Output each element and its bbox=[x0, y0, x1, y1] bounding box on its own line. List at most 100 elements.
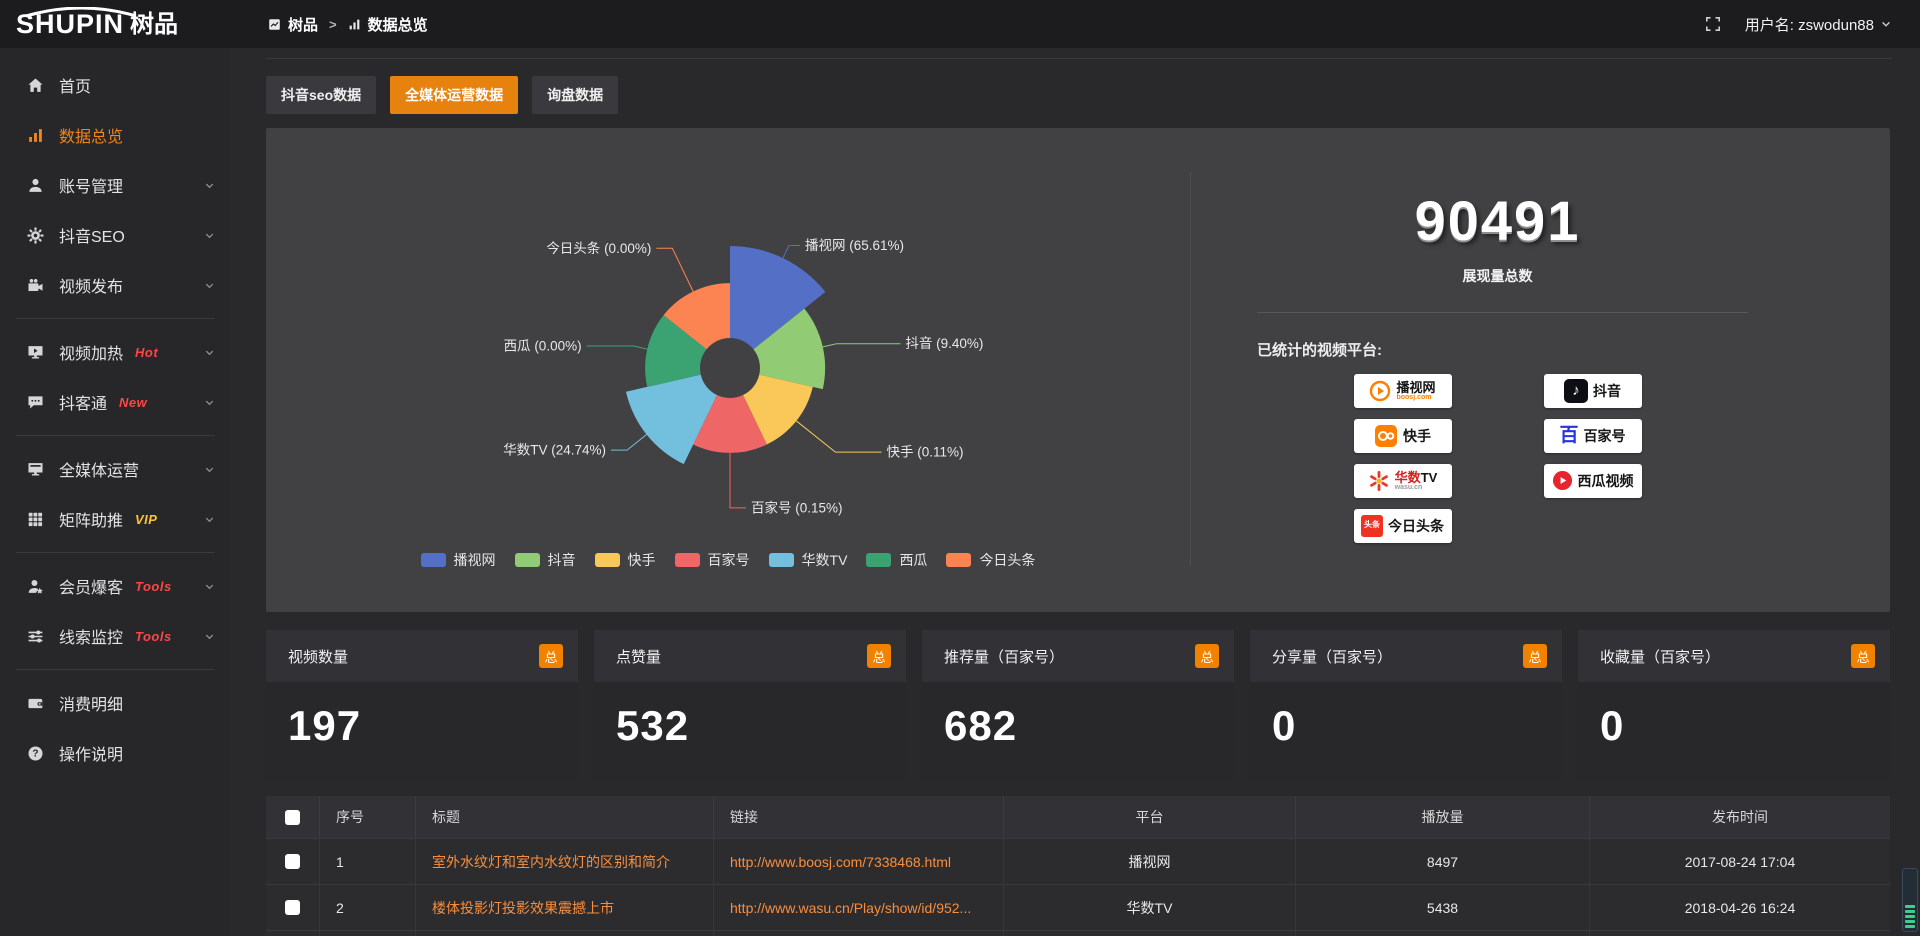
chevron-down-icon bbox=[203, 463, 216, 476]
legend-item-今日头条[interactable]: 今日头条 bbox=[946, 550, 1035, 570]
header-divider bbox=[266, 58, 1892, 59]
slice-label: 西瓜 (0.00%) bbox=[504, 338, 582, 353]
rose-slice-西瓜[interactable] bbox=[645, 315, 707, 387]
legend-item-百家号[interactable]: 百家号 bbox=[674, 550, 750, 570]
scroll-widget[interactable] bbox=[1902, 868, 1918, 932]
row-checkbox[interactable] bbox=[285, 900, 300, 915]
slice-label: 今日头条 (0.00%) bbox=[546, 240, 651, 256]
logo-text-cn: 树品 bbox=[130, 11, 179, 39]
tab-抖音seo数据[interactable]: 抖音seo数据 bbox=[266, 76, 377, 114]
legend-item-华数TV[interactable]: 华数TV bbox=[768, 550, 847, 570]
sidebar-item-全媒体运营[interactable]: 全媒体运营 bbox=[0, 444, 230, 494]
rose-slice-抖音[interactable] bbox=[753, 308, 826, 390]
sidebar-item-矩阵助推[interactable]: 矩阵助推 VIP bbox=[0, 494, 230, 544]
legend-item-抖音[interactable]: 抖音 bbox=[514, 550, 576, 570]
sidebar-item-操作说明[interactable]: ? 操作说明 bbox=[0, 728, 230, 778]
breadcrumb-item-1[interactable]: 树品 bbox=[268, 14, 318, 35]
sidebar-item-视频发布[interactable]: 视频发布 bbox=[0, 260, 230, 310]
sidebar-item-线索监控[interactable]: 线索监控 Tools bbox=[0, 611, 230, 661]
gear-icon bbox=[27, 226, 44, 244]
rose-slice-播视网[interactable] bbox=[730, 246, 826, 350]
total-badge[interactable]: 总 bbox=[1523, 644, 1547, 668]
summary-divider bbox=[1257, 311, 1748, 313]
row-checkbox[interactable] bbox=[285, 854, 300, 869]
total-badge[interactable]: 总 bbox=[539, 644, 563, 668]
sidebar-item-账号管理[interactable]: 账号管理 bbox=[0, 160, 230, 210]
sidebar-item-消费明细[interactable]: 消费明细 bbox=[0, 678, 230, 728]
cell-url-link[interactable]: http://www.boosj.com/7338468.html bbox=[714, 839, 1004, 884]
help-icon: ? bbox=[27, 745, 44, 762]
sidebar-item-抖客通[interactable]: 抖客通 New bbox=[0, 377, 230, 427]
rose-slice-快手[interactable] bbox=[743, 374, 813, 445]
stat-card-label: 分享量（百家号） bbox=[1272, 648, 1393, 666]
sidebar-item-视频加热[interactable]: 视频加热 Hot bbox=[0, 327, 230, 377]
chevron-down-icon bbox=[203, 279, 216, 292]
total-badge[interactable]: 总 bbox=[1195, 644, 1219, 668]
platform-chip-西瓜视频: 西瓜视频 bbox=[1543, 463, 1642, 498]
sidebar-item-首页[interactable]: 首页 bbox=[0, 60, 230, 110]
total-badge[interactable]: 总 bbox=[867, 644, 891, 668]
grid-icon bbox=[27, 511, 44, 528]
table-row: 2 楼体投影灯投影效果震撼上市 http://www.wasu.cn/Play/sh… bbox=[266, 884, 1890, 930]
cell-title-link[interactable]: 室外水纹灯和室内水纹灯的区别和简介 bbox=[416, 839, 714, 884]
sidebar-item-抖音SEO[interactable]: 抖音SEO bbox=[0, 210, 230, 260]
label-leader bbox=[822, 343, 901, 348]
select-all-checkbox[interactable] bbox=[285, 809, 300, 825]
tab-全媒体运营数据[interactable]: 全媒体运营数据 bbox=[390, 76, 519, 114]
platform-chip-抖音: ♪ 抖音 bbox=[1543, 373, 1642, 408]
xigua-logo-icon bbox=[1552, 471, 1572, 491]
chevron-down-icon bbox=[203, 513, 216, 526]
breadcrumb-item-2[interactable]: 数据总览 bbox=[348, 14, 428, 35]
sidebar-item-会员爆客[interactable]: 会员爆客 Tools bbox=[0, 561, 230, 611]
legend-label: 西瓜 bbox=[899, 552, 928, 568]
tab-询盘数据[interactable]: 询盘数据 bbox=[532, 76, 619, 114]
stat-card-label: 收藏量（百家号） bbox=[1600, 648, 1721, 666]
cell-title-link[interactable]: 楼体投影灯投影效果震撼上市 bbox=[416, 885, 714, 930]
chevron-down-icon bbox=[203, 179, 216, 192]
cell-published: 2017-08-24 17:04 bbox=[1684, 853, 1796, 870]
impressions-total-value: 90491 bbox=[1414, 189, 1581, 252]
sidebar-item-label: 消费明细 bbox=[59, 697, 124, 714]
stat-card-header: 视频数量 总 bbox=[266, 630, 578, 682]
fullscreen-icon[interactable] bbox=[1705, 16, 1721, 32]
cell-plays: 5438 bbox=[1296, 885, 1590, 930]
legend-label: 今日头条 bbox=[979, 552, 1036, 568]
header-cell-标题: 标题 bbox=[416, 796, 714, 838]
panel-divider-vertical bbox=[1190, 172, 1191, 566]
legend-swatch bbox=[420, 553, 446, 567]
sidebar-divider bbox=[16, 669, 214, 670]
sidebar-item-badge: Tools bbox=[135, 628, 172, 644]
cell-index: 1 bbox=[320, 839, 416, 884]
home-icon bbox=[27, 77, 44, 94]
bars-icon bbox=[27, 127, 44, 144]
platform-chip-播视网: 播视网 boosj.com bbox=[1353, 373, 1452, 408]
total-badge[interactable]: 总 bbox=[1851, 644, 1875, 668]
sidebar-item-数据总览[interactable]: 数据总览 bbox=[0, 110, 230, 160]
screen-icon bbox=[27, 344, 44, 361]
brand-logo[interactable]: SHUPIN 树品 bbox=[0, 6, 230, 39]
rose-slice-今日头条[interactable] bbox=[663, 283, 730, 350]
video-icon bbox=[27, 277, 44, 294]
header-cell-序号: 序号 bbox=[320, 796, 416, 838]
cell-platform: 播视网 bbox=[1004, 839, 1296, 884]
stat-card-value: 0 bbox=[1600, 702, 1625, 749]
legend-item-播视网[interactable]: 播视网 bbox=[420, 550, 496, 570]
legend-item-快手[interactable]: 快手 bbox=[594, 550, 656, 570]
rose-slice-华数TV[interactable] bbox=[625, 374, 717, 465]
stat-card-value: 197 bbox=[288, 702, 362, 749]
slice-label: 抖音 (9.40%) bbox=[905, 335, 983, 351]
user-menu[interactable]: 用户名: zswodun88 bbox=[1745, 14, 1892, 35]
videos-table: 序号 标题 链接 平台 播放量 发布时间 1 室外水纹灯和室内水纹灯的区别和简介 http://… bbox=[266, 796, 1890, 936]
sidebar-item-badge: VIP bbox=[135, 511, 158, 527]
wallet-icon bbox=[27, 695, 44, 712]
cell-checkbox bbox=[266, 839, 320, 884]
legend-label: 抖音 bbox=[547, 552, 576, 568]
legend-item-西瓜[interactable]: 西瓜 bbox=[866, 550, 927, 570]
sidebar-item-label: 全媒体运营 bbox=[59, 463, 140, 480]
cell-url-link[interactable]: http://www.wasu.cn/Play/show/id/952... bbox=[714, 885, 1004, 930]
platform-chip-快手: 快手 bbox=[1353, 418, 1452, 453]
sidebar-divider bbox=[16, 435, 214, 436]
rose-slice-百家号[interactable] bbox=[693, 395, 767, 453]
sidebar-item-label: 视频加热 bbox=[59, 346, 124, 363]
topbar-right: 用户名: zswodun88 bbox=[1705, 14, 1920, 35]
